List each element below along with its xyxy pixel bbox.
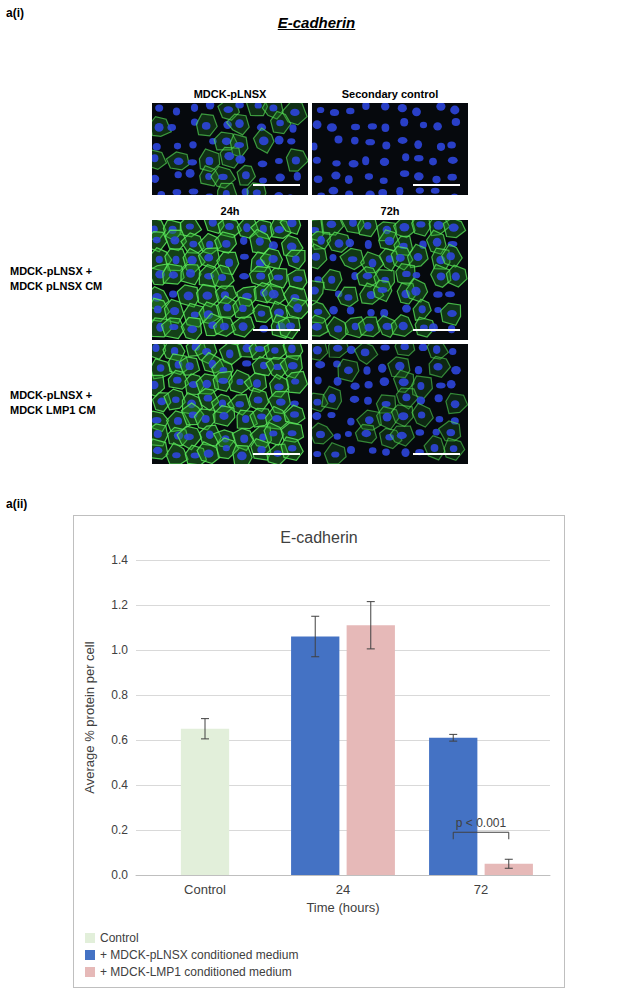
svg-text:0.0: 0.0 (111, 868, 128, 882)
html-text:MDCK pLNSX CM: MDCK pLNSX CM (10, 280, 103, 292)
html-text:MDCK LMP1 CM: MDCK LMP1 CM (10, 404, 96, 416)
svg-text:0.6: 0.6 (111, 733, 128, 747)
svg-text:+ MDCK-LMP1 conditioned medium: + MDCK-LMP1 conditioned medium (100, 965, 292, 979)
html-text:MDCK-pLNSX +: MDCK-pLNSX + (10, 265, 93, 277)
html-text:MDCK-pLNSX +: MDCK-pLNSX + (10, 389, 93, 401)
svg-text:1.2: 1.2 (111, 598, 128, 612)
svg-text:p < 0.001: p < 0.001 (456, 816, 507, 830)
svg-text:Control: Control (184, 882, 226, 897)
svg-text:0.2: 0.2 (111, 823, 128, 837)
svg-text:+ MDCK-pLNSX conditioned mediu: + MDCK-pLNSX conditioned medium (100, 948, 298, 962)
svg-text:72: 72 (474, 882, 488, 897)
svg-text:1.4: 1.4 (111, 553, 128, 567)
html-text:MDCK-pLNSX: MDCK-pLNSX (193, 88, 267, 100)
html-text:72h: 72h (380, 205, 400, 217)
svg-text:E-cadherin: E-cadherin (280, 529, 357, 546)
html-text:E-cadherin: E-cadherin (277, 14, 356, 31)
svg-text:0.4: 0.4 (111, 778, 128, 792)
svg-text:1.0: 1.0 (111, 643, 128, 657)
html-text:Secondary control: Secondary control (341, 88, 439, 100)
html-text:a(i): a(i) (6, 6, 24, 20)
html-text:24h: 24h (220, 205, 240, 217)
svg-text:0.8: 0.8 (111, 688, 128, 702)
svg-text:24: 24 (336, 882, 350, 897)
svg-text:Average % protein per cell: Average % protein per cell (82, 641, 97, 793)
svg-text:Control: Control (100, 931, 139, 945)
html-text:a(ii): a(ii) (6, 497, 28, 511)
svg-text:Time (hours): Time (hours) (306, 900, 379, 915)
